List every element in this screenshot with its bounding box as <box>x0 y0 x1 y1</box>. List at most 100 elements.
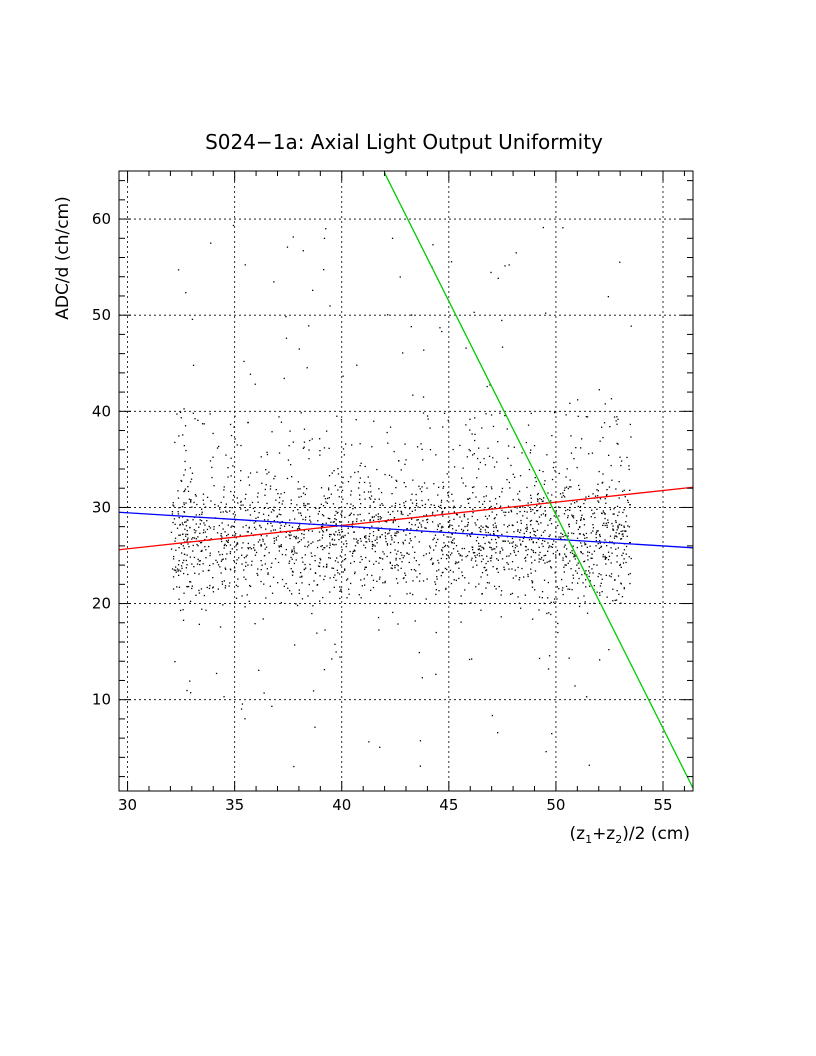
scatter-point <box>312 541 314 543</box>
scatter-point <box>333 544 335 546</box>
scatter-point <box>547 492 549 494</box>
scatter-point <box>578 533 581 535</box>
scatter-point <box>182 545 184 547</box>
scatter-point <box>199 519 201 521</box>
scatter-point <box>437 494 439 496</box>
scatter-point <box>571 582 573 584</box>
scatter-point <box>539 498 541 500</box>
scatter-point <box>604 403 606 405</box>
scatter-point <box>373 516 375 518</box>
scatter-point <box>400 469 402 471</box>
scatter-point <box>487 560 489 563</box>
scatter-point <box>326 502 328 504</box>
scatter-point <box>322 525 324 528</box>
scatter-point <box>629 572 631 575</box>
scatter-point <box>489 500 491 502</box>
scatter-point <box>598 573 600 575</box>
scatter-point <box>418 564 420 566</box>
scatter-point <box>303 530 305 532</box>
scatter-point <box>302 518 304 521</box>
scatter-point <box>576 500 578 503</box>
scatter-point <box>177 564 180 566</box>
scatter-point <box>191 587 193 590</box>
scatter-point <box>379 576 381 578</box>
scatter-point <box>376 536 378 538</box>
scatter-point <box>322 566 325 568</box>
scatter-point <box>420 524 422 526</box>
scatter-point <box>605 522 607 524</box>
scatter-point <box>246 594 248 596</box>
scatter-point <box>399 558 401 560</box>
scatter-point <box>510 511 513 513</box>
scatter-point <box>241 563 243 565</box>
scatter-point <box>188 585 190 588</box>
scatter-point <box>444 567 447 570</box>
scatter-point <box>629 542 631 544</box>
scatter-point <box>254 549 256 551</box>
scatter-point <box>472 566 474 568</box>
scatter-point <box>580 551 582 553</box>
scatter-point <box>432 539 434 541</box>
scatter-point <box>240 479 242 482</box>
scatter-point <box>584 572 586 575</box>
scatter-point <box>551 478 554 481</box>
scatter-point <box>256 572 258 575</box>
scatter-point <box>197 419 199 421</box>
scatter-point <box>332 567 335 569</box>
scatter-point <box>373 501 375 503</box>
scatter-point <box>398 525 400 528</box>
scatter-point <box>310 521 312 523</box>
scatter-point <box>307 509 309 511</box>
scatter-point <box>433 549 435 551</box>
scatter-point <box>468 551 470 553</box>
scatter-point <box>588 575 590 578</box>
scatter-point <box>337 489 339 491</box>
scatter-point <box>327 497 329 500</box>
scatter-point <box>239 534 241 536</box>
scatter-point <box>302 250 304 252</box>
scatter-point <box>317 513 319 515</box>
scatter-point <box>355 419 357 421</box>
scatter-point <box>203 529 205 531</box>
scatter-point <box>314 555 316 557</box>
scatter-point <box>339 521 341 523</box>
scatter-point <box>347 521 350 523</box>
scatter-point <box>474 555 476 557</box>
scatter-point <box>587 559 589 561</box>
scatter-point <box>547 524 549 526</box>
scatter-point <box>453 505 455 507</box>
scatter-point <box>495 588 497 590</box>
scatter-point <box>548 560 550 563</box>
scatter-point <box>622 490 624 493</box>
scatter-point <box>465 556 467 558</box>
scatter-point <box>389 551 392 554</box>
scatter-point <box>223 696 225 698</box>
scatter-point <box>314 726 316 728</box>
scatter-point <box>478 542 480 545</box>
scatter-point <box>322 548 324 551</box>
scatter-point <box>503 566 505 568</box>
scatter-point <box>274 475 276 477</box>
scatter-point <box>359 494 361 496</box>
scatter-point <box>187 537 189 539</box>
scatter-point <box>180 609 182 612</box>
scatter-point <box>181 552 183 554</box>
scatter-point <box>397 569 399 571</box>
scatter-point <box>448 557 450 559</box>
scatter-point <box>184 469 186 471</box>
scatter-point <box>208 545 210 548</box>
scatter-point <box>288 445 290 447</box>
scatter-point <box>331 567 333 569</box>
scatter-point <box>243 576 245 578</box>
scatter-point <box>403 504 405 507</box>
scatter-point <box>601 482 603 484</box>
scatter-point <box>188 498 190 500</box>
scatter-point <box>249 472 252 474</box>
scatter-point <box>306 488 308 490</box>
scatter-point <box>533 530 535 532</box>
scatter-point <box>475 586 477 588</box>
scatter-point <box>615 488 617 490</box>
scatter-point <box>436 578 438 580</box>
scatter-point <box>620 464 622 467</box>
scatter-point <box>380 517 383 519</box>
